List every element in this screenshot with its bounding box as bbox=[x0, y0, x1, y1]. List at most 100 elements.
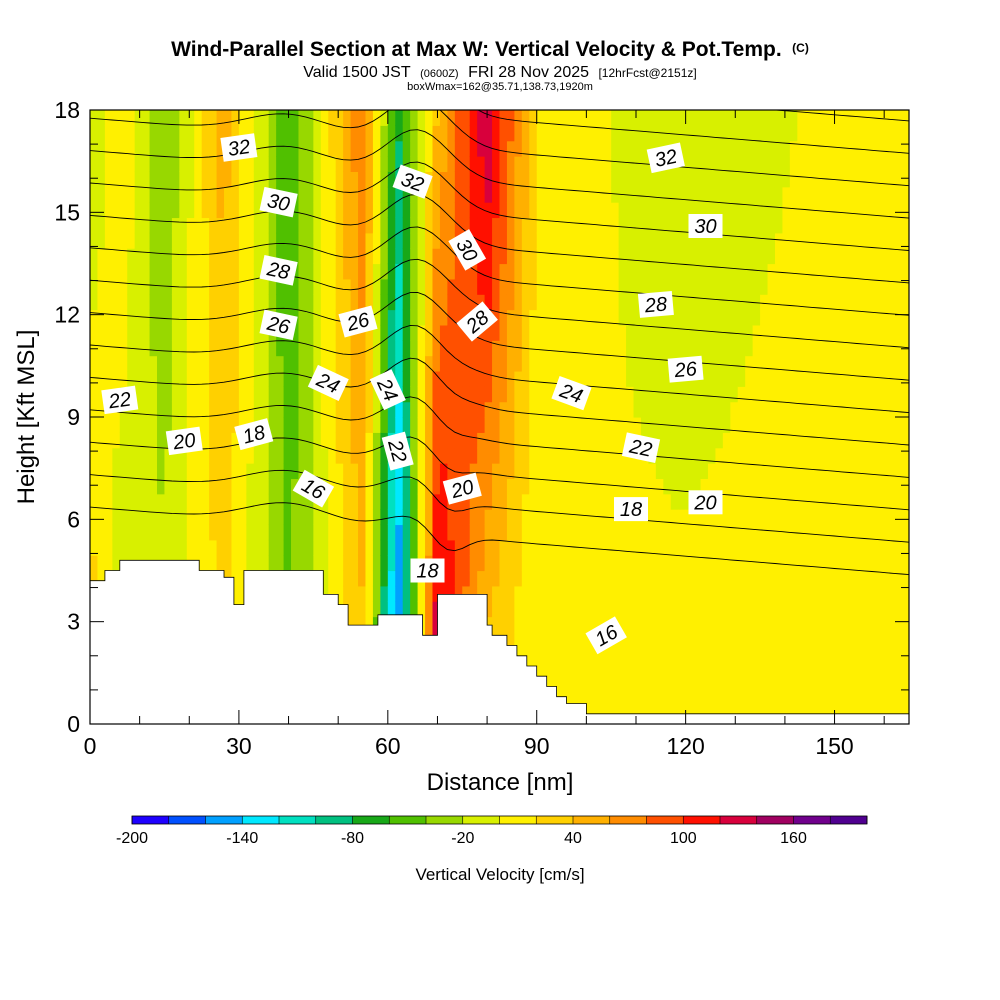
velocity-cell bbox=[849, 539, 858, 556]
velocity-cell bbox=[276, 401, 285, 418]
velocity-cell bbox=[782, 647, 791, 664]
velocity-cell bbox=[238, 248, 247, 265]
velocity-cell bbox=[789, 202, 798, 219]
velocity-cell bbox=[97, 278, 106, 295]
velocity-cell bbox=[134, 509, 143, 526]
velocity-cell bbox=[506, 631, 515, 648]
velocity-cell bbox=[693, 263, 702, 280]
velocity-cell bbox=[774, 463, 784, 479]
velocity-cell bbox=[819, 463, 828, 479]
velocity-cell bbox=[871, 493, 880, 510]
velocity-cell bbox=[737, 662, 746, 679]
velocity-cell bbox=[283, 294, 292, 311]
velocity-cell bbox=[640, 370, 650, 387]
velocity-cell bbox=[395, 248, 404, 265]
velocity-cell bbox=[901, 539, 909, 556]
velocity-cell bbox=[246, 186, 255, 203]
velocity-cell bbox=[179, 524, 188, 541]
velocity-cell bbox=[224, 370, 233, 387]
velocity-cell bbox=[365, 524, 374, 541]
velocity-cell bbox=[737, 355, 746, 372]
velocity-cell bbox=[856, 631, 865, 648]
velocity-cell bbox=[715, 631, 724, 648]
velocity-cell bbox=[439, 539, 448, 556]
velocity-cell bbox=[745, 202, 754, 219]
velocity-cell bbox=[216, 156, 225, 172]
velocity-cell bbox=[171, 524, 180, 541]
velocity-cell bbox=[864, 693, 873, 710]
velocity-cell bbox=[499, 570, 508, 587]
velocity-cell bbox=[618, 601, 627, 618]
velocity-cell bbox=[171, 294, 180, 311]
velocity-cell bbox=[752, 631, 761, 648]
velocity-cell bbox=[410, 417, 419, 433]
velocity-cell bbox=[506, 432, 515, 449]
velocity-cell bbox=[335, 463, 344, 479]
velocity-cell bbox=[544, 570, 553, 587]
velocity-cell bbox=[544, 432, 553, 449]
velocity-cell bbox=[782, 278, 791, 295]
velocity-cell bbox=[261, 539, 270, 556]
velocity-cell bbox=[670, 110, 679, 126]
velocity-cell bbox=[231, 386, 240, 403]
velocity-cell bbox=[864, 647, 873, 664]
velocity-cell bbox=[856, 125, 865, 142]
velocity-cell bbox=[529, 447, 538, 464]
velocity-cell bbox=[127, 493, 136, 510]
velocity-cell bbox=[841, 417, 851, 433]
velocity-cell bbox=[380, 478, 389, 495]
velocity-cell bbox=[797, 202, 806, 219]
velocity-cell bbox=[566, 309, 575, 326]
velocity-cell bbox=[358, 386, 367, 403]
velocity-cell bbox=[655, 355, 664, 372]
velocity-cell bbox=[499, 355, 508, 372]
velocity-cell bbox=[238, 125, 247, 142]
velocity-cell bbox=[268, 417, 277, 433]
velocity-cell bbox=[536, 171, 545, 188]
velocity-cell bbox=[283, 386, 292, 403]
velocity-cell bbox=[238, 309, 247, 326]
velocity-cell bbox=[469, 401, 478, 418]
velocity-cell bbox=[782, 171, 791, 188]
velocity-cell bbox=[268, 555, 277, 572]
velocity-cell bbox=[633, 555, 642, 572]
theta-contour bbox=[90, 0, 909, 24]
velocity-cell bbox=[261, 493, 270, 510]
velocity-cell bbox=[97, 248, 106, 265]
velocity-cell bbox=[261, 171, 270, 188]
velocity-cell bbox=[551, 186, 560, 203]
velocity-cell bbox=[365, 447, 374, 464]
velocity-cell bbox=[201, 539, 210, 556]
velocity-cell bbox=[871, 662, 880, 679]
velocity-cell bbox=[707, 324, 717, 341]
velocity-cell bbox=[633, 463, 642, 479]
velocity-cell bbox=[737, 202, 746, 219]
velocity-cell bbox=[447, 355, 456, 372]
velocity-cell bbox=[655, 662, 664, 679]
velocity-cell bbox=[544, 186, 553, 203]
velocity-cell bbox=[387, 463, 396, 479]
velocity-cell bbox=[231, 309, 240, 326]
velocity-cell bbox=[469, 585, 478, 602]
velocity-cell bbox=[97, 294, 106, 311]
velocity-cell bbox=[640, 601, 650, 618]
velocity-cell bbox=[804, 324, 813, 341]
velocity-cell bbox=[157, 493, 166, 510]
velocity-cell bbox=[722, 110, 731, 126]
velocity-cell bbox=[320, 539, 329, 556]
velocity-cell bbox=[655, 263, 664, 280]
velocity-cell bbox=[588, 493, 597, 510]
velocity-cell bbox=[186, 340, 195, 357]
velocity-cell bbox=[626, 555, 635, 572]
velocity-cell bbox=[707, 432, 717, 449]
velocity-cell bbox=[462, 539, 471, 556]
velocity-cell bbox=[253, 401, 262, 418]
velocity-cell bbox=[849, 417, 858, 433]
velocity-cell bbox=[261, 370, 270, 387]
velocity-cell bbox=[514, 248, 523, 265]
velocity-cell bbox=[812, 616, 821, 633]
velocity-cell bbox=[864, 555, 873, 572]
velocity-cell bbox=[700, 156, 709, 172]
velocity-cell bbox=[246, 156, 255, 172]
velocity-cell bbox=[722, 202, 731, 219]
